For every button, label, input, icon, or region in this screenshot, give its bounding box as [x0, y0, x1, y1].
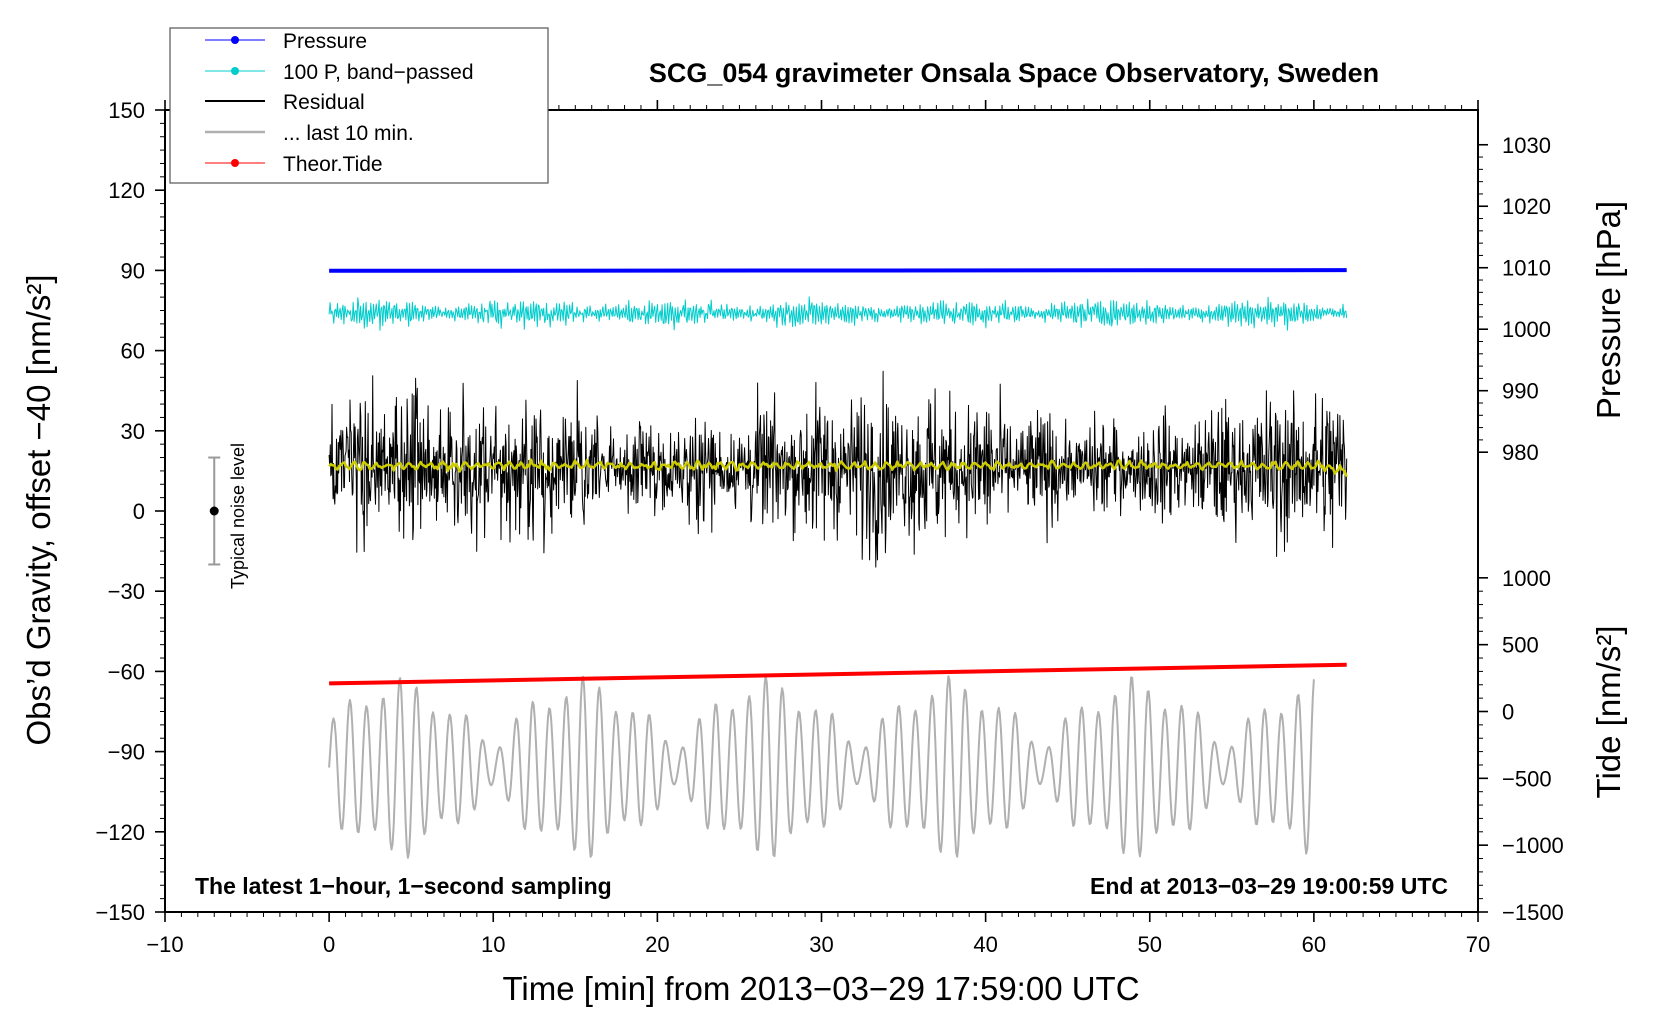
x-tick-label: 40 [973, 932, 997, 957]
x-tick-label: −10 [146, 932, 183, 957]
x-tick-label: 0 [323, 932, 335, 957]
tide-tick-label: −500 [1502, 766, 1552, 791]
pressure-tick-label: 1030 [1502, 133, 1551, 158]
series-layer [328, 268, 1348, 859]
band-passed-series-line [328, 296, 1348, 331]
noise-center-point [209, 506, 219, 516]
theor-tide-series-line [329, 662, 1347, 686]
tick-labels: −10 0 10 20 30 40 50 60 70−150−120−90−60−3003060… [95, 98, 1563, 957]
x-axis-title: Time [min] from 2013−03−29 17:59:00 UTC [502, 970, 1139, 1007]
x-tick-label: 10 [481, 932, 505, 957]
svg-text:Residual: Residual [283, 91, 365, 114]
svg-text:100 P, band−passed: 100 P, band−passed [283, 61, 474, 84]
smoothed-residual-series-line [328, 458, 1348, 478]
pressure-series-line [329, 268, 1347, 273]
x-tick-label: 60 [1302, 932, 1326, 957]
y-axis-title-tide: Tide [nm/s²] [1590, 626, 1627, 799]
y-tick-label: 0 [133, 499, 145, 524]
axis-ticks [155, 100, 1488, 922]
y-tick-label: −30 [108, 579, 145, 604]
y-tick-label: −90 [108, 740, 145, 765]
pressure-tick-label: 1010 [1502, 256, 1551, 281]
chart-title: SCG_054 gravimeter Onsala Space Observat… [649, 58, 1379, 88]
noise-level-marker [208, 456, 221, 566]
last-10-min-series-line [328, 675, 1315, 859]
y-tick-label: 60 [121, 339, 145, 364]
pressure-tick-label: 1020 [1502, 194, 1551, 219]
tide-tick-label: 0 [1502, 700, 1514, 725]
y-axis-title-left: Obs’d Gravity, offset −40 [nm/s²] [20, 274, 57, 745]
tide-tick-label: −1500 [1502, 900, 1564, 925]
x-tick-label: 30 [809, 932, 833, 957]
residual-series-line [328, 370, 1348, 568]
noise-level-label: Typical noise level [228, 443, 248, 589]
legend-box [169, 27, 549, 184]
pressure-tick-label: 990 [1502, 379, 1539, 404]
tide-tick-label: 500 [1502, 633, 1539, 658]
tide-tick-label: −1000 [1502, 833, 1564, 858]
legend-item-pressure: Pressure [205, 30, 367, 53]
y-tick-label: −150 [95, 900, 145, 925]
sampling-annotation: The latest 1−hour, 1−second sampling [195, 873, 612, 899]
y-tick-label: 150 [108, 98, 145, 123]
legend-item-theor-tide: Theor.Tide [205, 153, 383, 176]
pressure-tick-label: 1000 [1502, 317, 1551, 342]
legend-item-residual: Residual [205, 91, 365, 114]
x-tick-label: 20 [645, 932, 669, 957]
pressure-tick-label: 980 [1502, 440, 1539, 465]
y-tick-label: −60 [108, 659, 145, 684]
svg-text:Pressure: Pressure [283, 30, 367, 53]
x-tick-label: 50 [1138, 932, 1162, 957]
y-tick-label: 30 [121, 419, 145, 444]
legend: Pressure 100 P, band−passed Residual ...… [169, 27, 549, 184]
end-time-annotation: End at 2013−03−29 19:00:59 UTC [1090, 873, 1448, 899]
legend-item-last-10-min: ... last 10 min. [205, 122, 414, 145]
svg-text:... last 10 min.: ... last 10 min. [283, 122, 414, 145]
x-tick-label: 70 [1466, 932, 1490, 957]
y-tick-label: −120 [95, 820, 145, 845]
y-axis-title-pressure: Pressure [hPa] [1590, 201, 1627, 419]
y-tick-label: 90 [121, 258, 145, 283]
legend-item-band-passed: 100 P, band−passed [205, 61, 474, 84]
tide-tick-label: 1000 [1502, 566, 1551, 591]
svg-text:Theor.Tide: Theor.Tide [283, 153, 383, 176]
y-tick-label: 120 [108, 178, 145, 203]
